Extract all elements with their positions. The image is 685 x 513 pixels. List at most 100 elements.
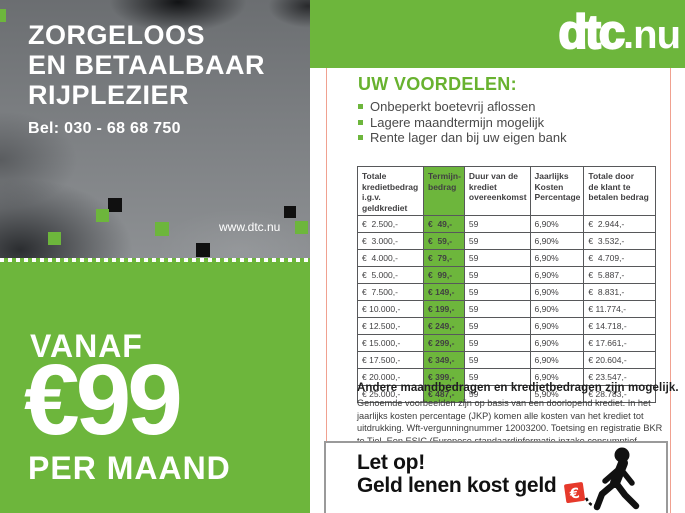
rate-row: € 5.000,- € 99,- 59 6,90% € 5.887,-	[357, 266, 657, 284]
rate-cell: 59	[463, 300, 531, 318]
rate-cell: 59	[463, 334, 531, 352]
promo-price: €99	[24, 344, 183, 456]
rate-row: € 4.000,- € 79,- 59 6,90% € 4.709,-	[357, 249, 657, 267]
benefit-label: Onbeperkt boetevrij aflossen	[370, 99, 536, 114]
promo-suffix: PER MAAND	[28, 450, 231, 486]
rate-row: € 3.000,- € 59,- 59 6,90% € 3.532,-	[357, 232, 657, 250]
benefit-item: Rente lager dan bij uw eigen bank	[358, 130, 567, 146]
col-header-termijnbedrag: Termijn- bedrag	[423, 166, 465, 216]
logo-suffix: .nu	[623, 13, 681, 57]
credit-warning-text: Let op! Geld lenen kost geld	[357, 451, 557, 497]
rate-cell: 6,90%	[529, 300, 585, 318]
rate-cell: € 59,-	[423, 232, 465, 250]
decor-square-black	[196, 243, 210, 257]
brand-band: dtc.nu	[310, 0, 685, 68]
benefits-list: Onbeperkt boetevrij aflossen Lagere maan…	[358, 99, 567, 146]
rate-cell: € 28.783,-	[583, 385, 657, 403]
rate-cell: € 11.774,-	[583, 300, 657, 318]
rate-cell: 6,90%	[529, 351, 585, 369]
perforation-dashed-line	[0, 258, 310, 262]
rate-cell: € 5.887,-	[583, 266, 657, 284]
rate-cell: € 99,-	[423, 266, 465, 284]
square-bullet-icon	[358, 135, 363, 141]
rate-cell: € 3.000,-	[357, 232, 424, 250]
headline: ZORGELOOS EN BETAALBAAR RIJPLEZIER	[28, 20, 265, 110]
rate-cell: € 25.000,-	[357, 385, 424, 403]
rate-cell: € 20.604,-	[583, 351, 657, 369]
rate-cell: € 4.709,-	[583, 249, 657, 267]
rate-cell: € 79,-	[423, 249, 465, 267]
benefit-item: Onbeperkt boetevrij aflossen	[358, 99, 567, 115]
rates-table: Totale kredietbedrag i.g.v. geldkrediet …	[357, 166, 657, 403]
decor-square-black	[284, 206, 296, 218]
money-ball-chain-walking-man-icon: €	[564, 447, 640, 511]
rate-row: € 12.500,- € 249,- 59 6,90% € 14.718,-	[357, 317, 657, 335]
rate-cell: 6,90%	[529, 317, 585, 335]
rate-cell: 59	[463, 215, 531, 233]
rate-cell: € 2.944,-	[583, 215, 657, 233]
col-header-duur: Duur van de krediet overeenkomst	[463, 166, 531, 216]
rates-table-body: € 2.500,- € 49,- 59 6,90% € 2.944,- € 3.000,-…	[357, 215, 657, 403]
rate-cell: € 399,-	[423, 368, 465, 386]
right-panel: dtc.nu UW VOORDELEN: Onbeperkt boetevrij…	[310, 0, 685, 513]
decor-square-green	[295, 221, 308, 234]
rate-cell: 59	[463, 249, 531, 267]
fold-line-right	[670, 68, 671, 513]
fold-line-left	[326, 68, 327, 513]
rate-cell: € 3.532,-	[583, 232, 657, 250]
rate-cell: 59	[463, 266, 531, 284]
rate-cell: 6,90%	[529, 215, 585, 233]
rate-cell: € 15.000,-	[357, 334, 424, 352]
rate-cell: € 149,-	[423, 283, 465, 301]
warning-line-1: Let op!	[357, 451, 425, 474]
rate-cell: 6,90%	[529, 249, 585, 267]
decor-square-green	[0, 9, 6, 22]
rate-row: € 10.000,- € 199,- 59 6,90% € 11.774,-	[357, 300, 657, 318]
col-header-kredietbedrag: Totale kredietbedrag i.g.v. geldkrediet	[357, 166, 424, 216]
rate-row: € 15.000,- € 299,- 59 6,90% € 17.661,-	[357, 334, 657, 352]
rate-cell: € 17.661,-	[583, 334, 657, 352]
benefit-label: Rente lager dan bij uw eigen bank	[370, 130, 567, 145]
disclaimer-heading: Andere maandbedragen en kredietbedragen …	[357, 382, 679, 394]
col-header-jkp: Jaarlijks Kosten Percentage	[529, 166, 585, 216]
headline-line-3: RIJPLEZIER	[28, 80, 190, 110]
rate-cell: 59	[463, 351, 531, 369]
rate-cell: € 2.500,-	[357, 215, 424, 233]
rate-cell: € 5.000,-	[357, 266, 424, 284]
rate-cell: € 14.718,-	[583, 317, 657, 335]
credit-warning-box: Let op! Geld lenen kost geld €	[324, 441, 668, 513]
rate-row: € 17.500,- € 349,- 59 6,90% € 20.604,-	[357, 351, 657, 369]
square-bullet-icon	[358, 119, 363, 125]
rate-cell: € 299,-	[423, 334, 465, 352]
rate-cell: € 349,-	[423, 351, 465, 369]
rate-cell: 6,90%	[529, 232, 585, 250]
benefit-item: Lagere maandtermijn mogelijk	[358, 115, 567, 131]
rate-cell: 59	[463, 317, 531, 335]
decor-square-black	[108, 198, 122, 212]
rate-row: € 7.500,- € 149,- 59 6,90% € 8.831,-	[357, 283, 657, 301]
rate-cell: € 487,-	[423, 385, 465, 403]
phone-number: Bel: 030 - 68 68 750	[28, 120, 181, 137]
warning-line-2: Geld lenen kost geld	[357, 474, 557, 497]
rate-row: € 25.000,- € 487,- 59 5,90% € 28.783,-	[357, 385, 657, 403]
rate-cell: 59	[463, 283, 531, 301]
rate-row: € 20.000,- € 399,- 59 6,90% € 23.547,-	[357, 368, 657, 386]
website-url: www.dtc.nu	[219, 220, 281, 234]
rate-cell: € 12.500,-	[357, 317, 424, 335]
rate-cell: € 249,-	[423, 317, 465, 335]
promo-prefix: VANAF	[30, 328, 143, 364]
rate-cell: € 4.000,-	[357, 249, 424, 267]
decor-square-green	[96, 209, 109, 222]
benefits-title: UW VOORDELEN:	[358, 74, 517, 94]
rate-cell: 6,90%	[529, 266, 585, 284]
rate-cell: 6,90%	[529, 283, 585, 301]
price-block: VANAF €99 PER MAAND	[0, 258, 310, 513]
rate-cell: € 8.831,-	[583, 283, 657, 301]
rate-cell: 59	[463, 232, 531, 250]
rate-cell: 6,90%	[529, 334, 585, 352]
car-photo: ZORGELOOS EN BETAALBAAR RIJPLEZIER Bel: …	[0, 0, 310, 258]
decor-square-green	[155, 222, 169, 236]
decor-square-green	[48, 232, 61, 245]
dtc-logo: dtc.nu	[557, 4, 681, 70]
